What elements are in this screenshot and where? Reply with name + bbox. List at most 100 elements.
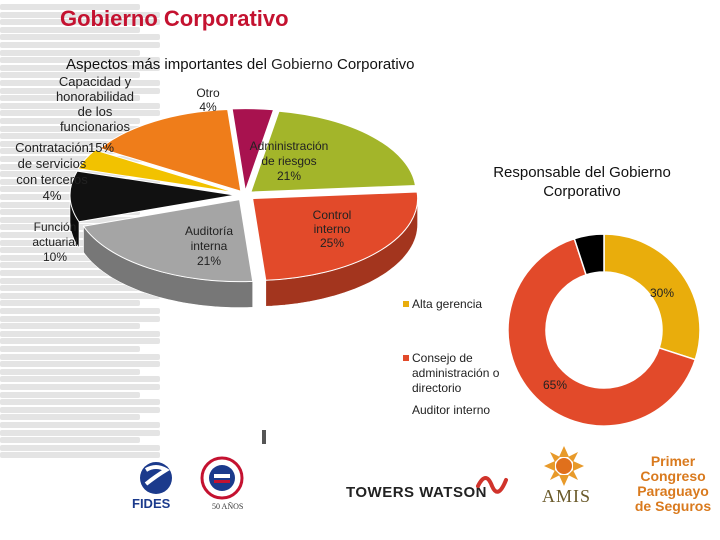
watermark-line <box>0 277 140 284</box>
donut-slice-2 <box>573 233 605 276</box>
primer-congreso-line: de Seguros <box>634 498 712 514</box>
pie-label-otro: Otro 4% <box>196 86 220 114</box>
donut-value-label: 30% <box>650 286 674 300</box>
watermark-line <box>0 300 140 307</box>
subtitle-part-3: Corporativo <box>332 56 415 73</box>
pie-slice-0 <box>231 108 275 191</box>
pie-label-contratacion: Contratación de servicios con terceros 4% <box>15 140 89 203</box>
page-divider <box>262 430 266 444</box>
watermark-line <box>0 361 160 368</box>
watermark-line <box>0 368 140 375</box>
fifty-years-seal-icon <box>200 456 244 500</box>
watermark-line <box>0 19 160 26</box>
watermark-line <box>0 49 140 56</box>
watermark-line <box>0 330 160 337</box>
watermark-line <box>0 422 160 428</box>
donut-chart-labels: 30% 65% <box>543 286 674 392</box>
page-title: Gobierno Corporativo <box>60 6 289 31</box>
legend-swatch <box>403 301 409 307</box>
watermark-line <box>0 64 160 71</box>
watermark-line <box>0 262 160 269</box>
watermark-line <box>0 338 160 345</box>
watermark-line <box>0 452 160 459</box>
pie-label-capacidad: Capacidad y honorabilidad de los funcionari… <box>56 74 134 134</box>
watermark-line <box>0 239 160 246</box>
watermark-line <box>0 444 160 451</box>
pie-chart-labels: Capacidad y honorabilidad de los funcionari… <box>15 74 351 268</box>
watermark-line <box>0 72 140 79</box>
donut-slice-1 <box>507 237 697 427</box>
fides-logo-text: FIDES <box>132 496 171 511</box>
watermark-line <box>0 118 140 124</box>
watermark-line <box>0 308 160 314</box>
pie-slice-6 <box>98 108 242 192</box>
watermark-line <box>0 323 140 330</box>
primer-congreso-line: Paraguayo <box>637 483 709 499</box>
donut-slice-0 <box>603 233 701 361</box>
fifty-years-text: 50 AÑOS <box>212 502 244 511</box>
watermark-line <box>0 148 160 155</box>
watermark-line <box>0 11 160 18</box>
pie-slice-5 <box>77 149 237 194</box>
pie-label-auditoria: Auditoría interna 21% <box>185 224 233 268</box>
pie-label-funcion: Función actuarial 10% <box>32 220 77 264</box>
watermark-line <box>0 34 160 41</box>
footer-logo-art <box>140 446 584 500</box>
watermark-line <box>0 133 160 140</box>
towers-watson-swoosh-icon <box>476 476 508 494</box>
donut-chart-title: Responsable del Gobierno Corporativo <box>493 164 671 200</box>
watermark-line <box>0 4 140 10</box>
donut-value-label: 65% <box>543 378 567 392</box>
watermark-line <box>0 87 160 94</box>
fides-logo-icon <box>140 462 172 494</box>
watermark-line <box>0 346 140 352</box>
watermark-line <box>0 353 160 360</box>
pie-label-admin: Administración de riesgos 21% <box>250 139 329 183</box>
watermark-line <box>0 429 160 436</box>
primer-congreso-logo: Primer Congreso Paraguayo de Seguros <box>628 454 718 514</box>
legend-label: Consejo de administración o directorio <box>412 351 500 395</box>
pie-label-capacidad-pct: 15% <box>88 140 114 155</box>
pie-slice-3 <box>82 199 254 283</box>
watermark-line <box>0 125 160 132</box>
donut-chart <box>507 233 701 427</box>
amis-logo-text: AMIS <box>542 486 592 506</box>
amis-sun-icon <box>544 446 584 486</box>
pie-chart-3d <box>69 108 419 308</box>
watermark-line <box>0 292 160 299</box>
legend-label: Auditor interno <box>412 403 490 417</box>
subtitle-part-2: Gobierno <box>271 56 333 73</box>
watermark-line <box>0 384 160 390</box>
watermark-line <box>0 437 140 444</box>
watermark-line <box>0 315 160 322</box>
watermark-line <box>0 247 160 254</box>
watermark-line <box>0 406 160 413</box>
legend-label: Alta gerencia <box>412 297 482 311</box>
watermark-line <box>0 270 160 276</box>
towers-watson-logo-text: TOWERS WATSON <box>346 484 487 501</box>
watermark-line <box>0 391 140 398</box>
primer-congreso-line: Congreso <box>640 468 706 484</box>
watermark-line <box>0 42 160 48</box>
watermark-line <box>0 95 140 102</box>
watermark-line <box>0 224 160 231</box>
watermark-line <box>0 232 140 238</box>
watermark-line <box>0 285 160 292</box>
watermark-line <box>0 254 140 261</box>
footer-logos: FIDES 50 AÑOS TOWERS WATSON AMIS Primer C… <box>0 440 720 540</box>
pie-label-control: Control interno 25% <box>313 208 352 250</box>
legend-swatch <box>403 355 409 361</box>
watermark-line <box>0 110 160 117</box>
page-subtitle: Aspectos más importantes del Gobierno Co… <box>66 56 415 73</box>
watermark-line <box>0 140 140 147</box>
watermark-line <box>0 57 160 64</box>
subtitle-part-1: Aspectos más importantes del <box>66 56 272 73</box>
watermark-line <box>0 163 140 170</box>
watermark-line <box>0 156 160 162</box>
watermark-line <box>0 80 160 86</box>
pie-slice-2 <box>252 191 419 281</box>
watermark-line <box>0 376 160 383</box>
